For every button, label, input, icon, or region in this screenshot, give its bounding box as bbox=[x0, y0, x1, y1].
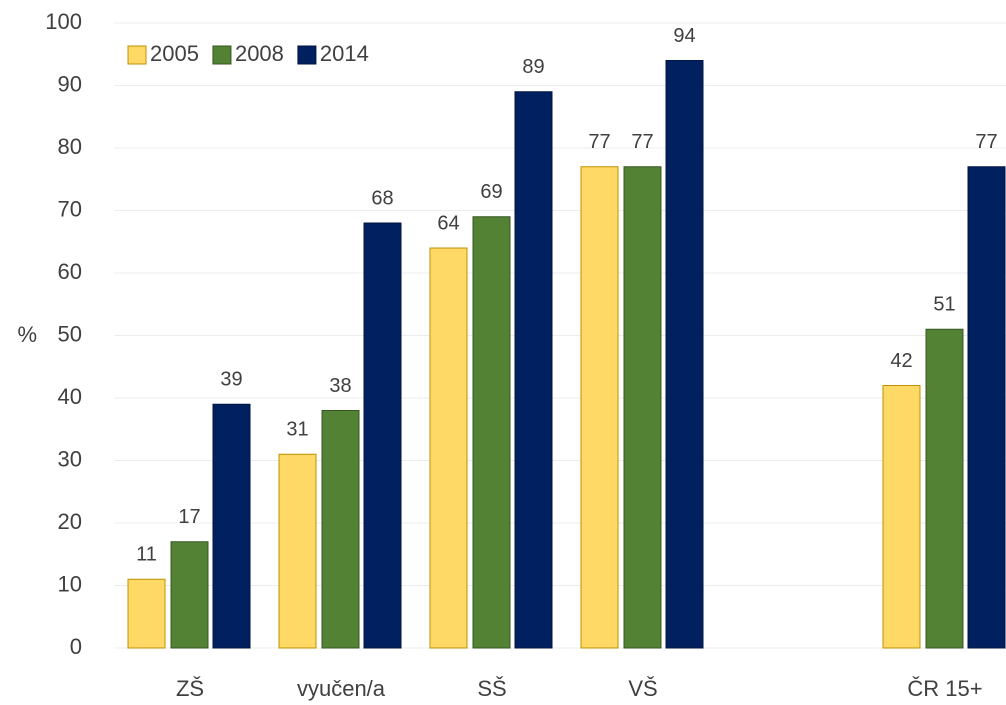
data-label: 11 bbox=[136, 544, 157, 566]
x-tick-label: SŠ bbox=[477, 676, 506, 701]
y-tick-label: 90 bbox=[58, 71, 82, 96]
data-label: 77 bbox=[975, 131, 997, 153]
bar bbox=[967, 166, 1006, 649]
y-tick-label: 60 bbox=[58, 259, 82, 284]
bar bbox=[665, 60, 704, 649]
y-tick-label: 70 bbox=[58, 196, 82, 221]
y-tick-label: 0 bbox=[70, 634, 82, 659]
y-tick-label: 80 bbox=[58, 134, 82, 159]
bar bbox=[321, 410, 360, 649]
x-tick-label: ČR 15+ bbox=[907, 676, 982, 701]
y-tick-label: 20 bbox=[58, 509, 82, 534]
bar bbox=[127, 578, 166, 649]
data-label: 17 bbox=[178, 506, 200, 528]
bar bbox=[212, 403, 251, 649]
bar bbox=[514, 91, 553, 649]
bar bbox=[363, 222, 402, 649]
y-tick-label: 10 bbox=[58, 571, 82, 596]
bar bbox=[429, 247, 468, 649]
bar bbox=[882, 385, 921, 649]
bar bbox=[623, 166, 662, 649]
x-tick-label: ZŠ bbox=[176, 676, 204, 701]
bar bbox=[925, 328, 964, 649]
y-tick-label: 100 bbox=[45, 9, 82, 34]
x-tick-label: vyučen/a bbox=[297, 676, 386, 701]
data-label: 89 bbox=[522, 56, 544, 78]
legend-swatch bbox=[127, 45, 147, 65]
legend-swatch bbox=[297, 45, 317, 65]
data-label: 64 bbox=[437, 212, 459, 234]
legend-label: 2014 bbox=[320, 41, 369, 66]
bar bbox=[580, 166, 619, 649]
data-label: 69 bbox=[480, 181, 502, 203]
bar bbox=[278, 453, 317, 649]
y-tick-label: 30 bbox=[58, 446, 82, 471]
data-label: 39 bbox=[220, 369, 242, 391]
legend-label: 2008 bbox=[235, 41, 284, 66]
data-label: 42 bbox=[890, 350, 912, 372]
data-label: 38 bbox=[329, 375, 351, 397]
data-label: 31 bbox=[286, 419, 308, 441]
data-label: 68 bbox=[371, 187, 393, 209]
bar bbox=[170, 541, 209, 649]
x-tick-label: VŠ bbox=[628, 676, 657, 701]
y-axis-label: % bbox=[17, 322, 37, 347]
data-label: 51 bbox=[933, 294, 955, 316]
data-label: 77 bbox=[588, 131, 610, 153]
y-tick-label: 40 bbox=[58, 384, 82, 409]
bar bbox=[472, 216, 511, 649]
data-label: 77 bbox=[631, 131, 653, 153]
y-tick-label: 50 bbox=[58, 321, 82, 346]
legend-label: 2005 bbox=[150, 41, 199, 66]
data-label: 94 bbox=[673, 25, 695, 47]
legend-swatch bbox=[212, 45, 232, 65]
